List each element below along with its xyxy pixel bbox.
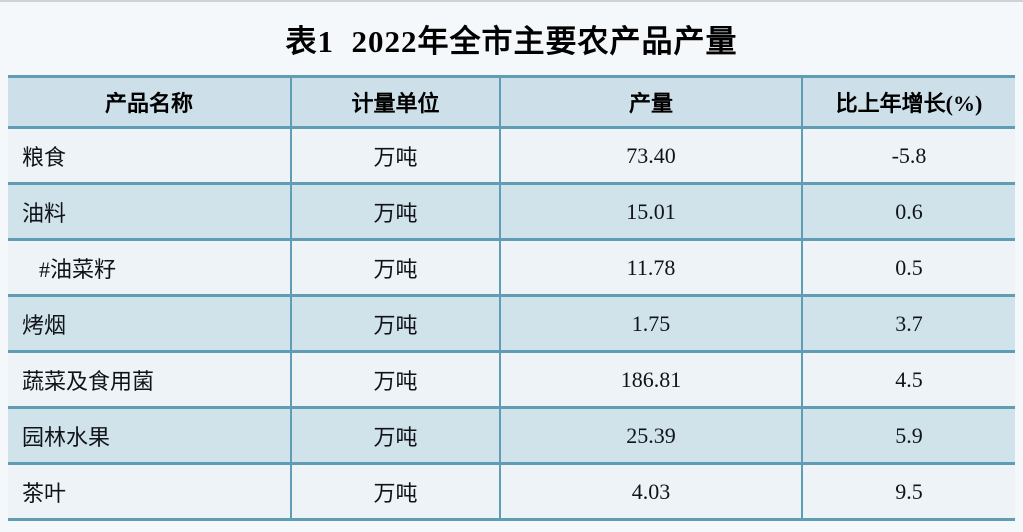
cell-output: 4.03 bbox=[500, 463, 803, 520]
table-row-tea: 茶叶 万吨 4.03 9.5 bbox=[8, 463, 1015, 520]
cell-output: 73.40 bbox=[500, 127, 803, 184]
cell-growth: 0.5 bbox=[802, 239, 1015, 296]
table-row-oil-crops: 油料 万吨 15.01 0.6 bbox=[8, 183, 1015, 240]
cell-product-name: #油菜籽 bbox=[8, 239, 292, 296]
cell-unit: 万吨 bbox=[291, 295, 501, 352]
cell-growth: 9.5 bbox=[802, 463, 1015, 520]
cell-unit: 万吨 bbox=[291, 351, 501, 408]
table-row-tobacco: 烤烟 万吨 1.75 3.7 bbox=[8, 295, 1015, 352]
cell-product-name: 茶叶 bbox=[8, 463, 292, 520]
column-header-growth: 比上年增长(%) bbox=[802, 76, 1015, 128]
table-row-rapeseed: #油菜籽 万吨 11.78 0.5 bbox=[8, 239, 1015, 296]
cell-unit: 万吨 bbox=[291, 127, 501, 184]
table-row-fruits: 园林水果 万吨 25.39 5.9 bbox=[8, 407, 1015, 464]
cell-output: 11.78 bbox=[500, 239, 803, 296]
cell-growth: -5.8 bbox=[802, 127, 1015, 184]
cell-product-name: 油料 bbox=[8, 183, 292, 240]
agricultural-output-table: 产品名称 计量单位 产量 比上年增长(%) 粮食 万吨 73.40 -5.8 油… bbox=[8, 75, 1015, 521]
cell-product-name: 园林水果 bbox=[8, 407, 292, 464]
table-row-grain: 粮食 万吨 73.40 -5.8 bbox=[8, 127, 1015, 184]
cell-product-name: 粮食 bbox=[8, 127, 292, 184]
table-header-row: 产品名称 计量单位 产量 比上年增长(%) bbox=[8, 76, 1015, 128]
cell-unit: 万吨 bbox=[291, 239, 501, 296]
cell-growth: 0.6 bbox=[802, 183, 1015, 240]
cell-unit: 万吨 bbox=[291, 407, 501, 464]
column-header-output: 产量 bbox=[500, 76, 803, 128]
cell-growth: 3.7 bbox=[802, 295, 1015, 352]
cell-growth: 4.5 bbox=[802, 351, 1015, 408]
table-title: 表1 2022年全市主要农产品产量 bbox=[285, 24, 738, 59]
cell-output: 1.75 bbox=[500, 295, 803, 352]
cell-unit: 万吨 bbox=[291, 463, 501, 520]
table-row-vegetables: 蔬菜及食用菌 万吨 186.81 4.5 bbox=[8, 351, 1015, 408]
cell-product-name: 蔬菜及食用菌 bbox=[8, 351, 292, 408]
cell-unit: 万吨 bbox=[291, 183, 501, 240]
cell-output: 15.01 bbox=[500, 183, 803, 240]
column-header-product-name: 产品名称 bbox=[8, 76, 292, 128]
cell-output: 186.81 bbox=[500, 351, 803, 408]
cell-output: 25.39 bbox=[500, 407, 803, 464]
cell-product-name: 烤烟 bbox=[8, 295, 292, 352]
cell-growth: 5.9 bbox=[802, 407, 1015, 464]
column-header-unit: 计量单位 bbox=[291, 76, 501, 128]
